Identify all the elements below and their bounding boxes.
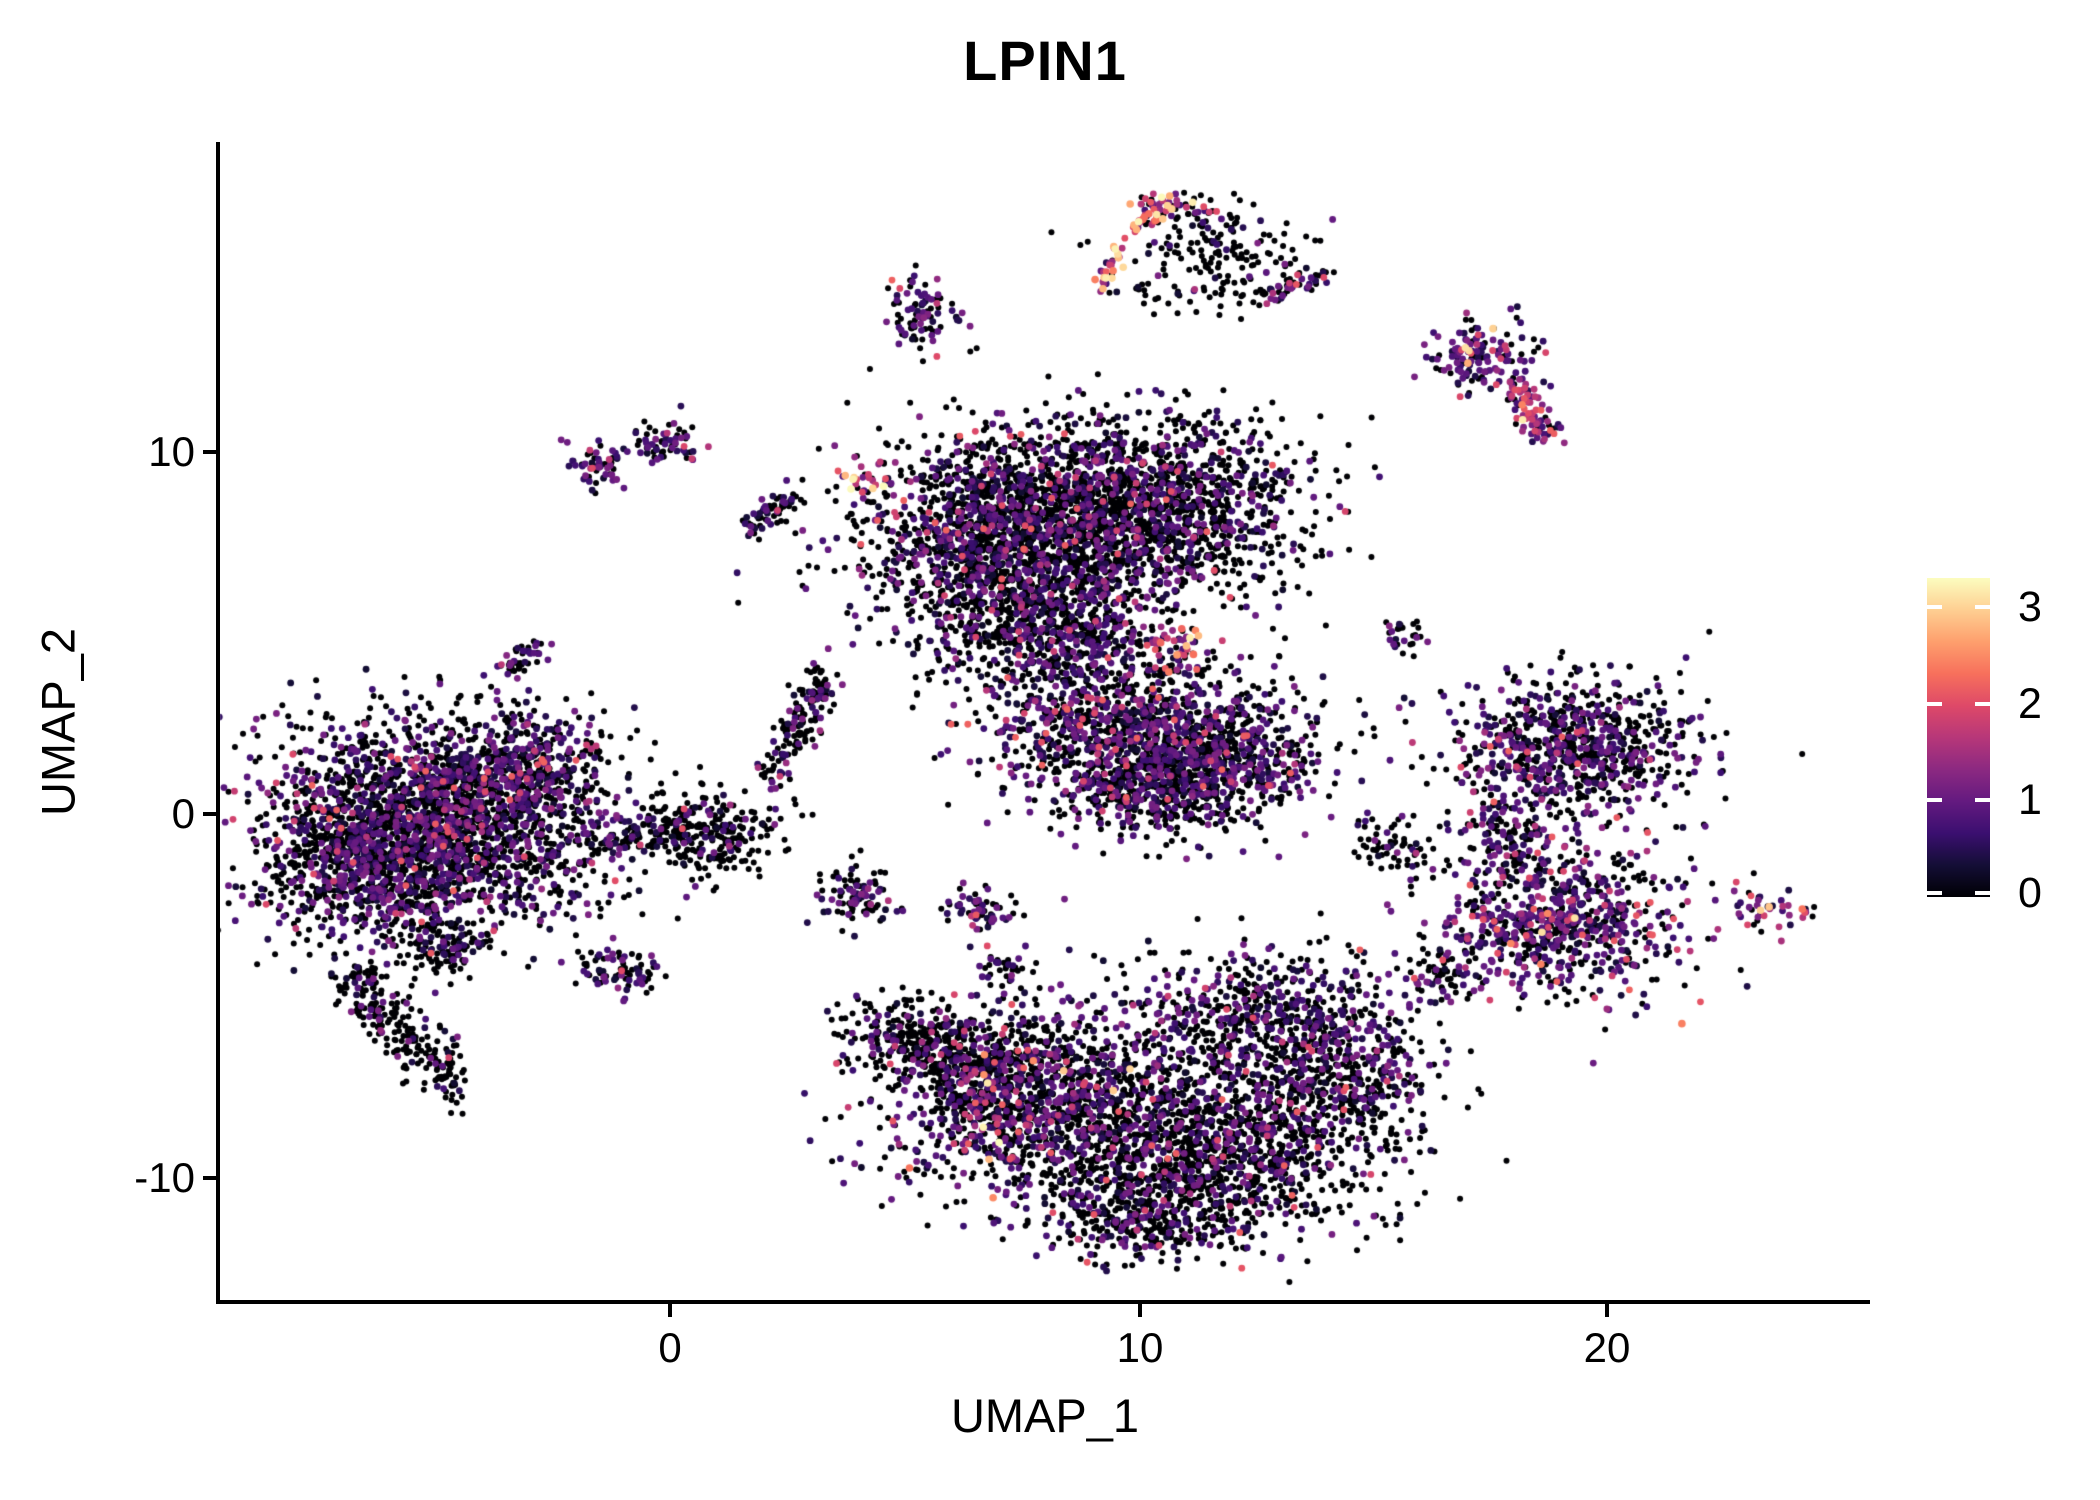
colorbar-gradient — [1927, 578, 1990, 897]
colorbar-label: 3 — [2018, 583, 2042, 631]
y-tick-mark — [203, 450, 216, 454]
expression-colorbar: 3 2 1 0 — [1927, 578, 2042, 916]
y-tick-mark — [203, 812, 216, 816]
x-tick-mark — [668, 1304, 672, 1317]
colorbar-tick — [1975, 702, 1990, 706]
y-tick-label: 10 — [148, 428, 195, 475]
chart-title: LPIN1 — [963, 29, 1127, 92]
colorbar-tick — [1927, 891, 1942, 895]
x-tick-label: 20 — [1583, 1324, 1631, 1371]
y-axis-line — [216, 142, 220, 1304]
y-axis-title: UMAP_2 — [31, 627, 85, 817]
x-tick-mark — [1605, 1304, 1609, 1317]
x-axis-title: UMAP_1 — [950, 1389, 1140, 1442]
colorbar-tick — [1975, 891, 1990, 895]
x-tick-label: 10 — [1116, 1324, 1164, 1371]
colorbar-label: 1 — [2018, 776, 2042, 824]
y-tick-label: 0 — [171, 790, 195, 837]
y-tick-mark — [203, 1176, 216, 1180]
colorbar-tick — [1927, 605, 1942, 609]
colorbar-label: 0 — [2018, 869, 2042, 917]
x-tick-label: 0 — [658, 1324, 682, 1371]
x-axis-line — [216, 1300, 1870, 1304]
colorbar-label: 2 — [2018, 680, 2042, 728]
colorbar-tick — [1975, 605, 1990, 609]
colorbar-tick — [1927, 702, 1942, 706]
colorbar-tick — [1927, 798, 1942, 802]
colorbar-tick — [1975, 798, 1990, 802]
y-tick-label: -10 — [134, 1154, 195, 1201]
x-tick-mark — [1138, 1304, 1142, 1317]
